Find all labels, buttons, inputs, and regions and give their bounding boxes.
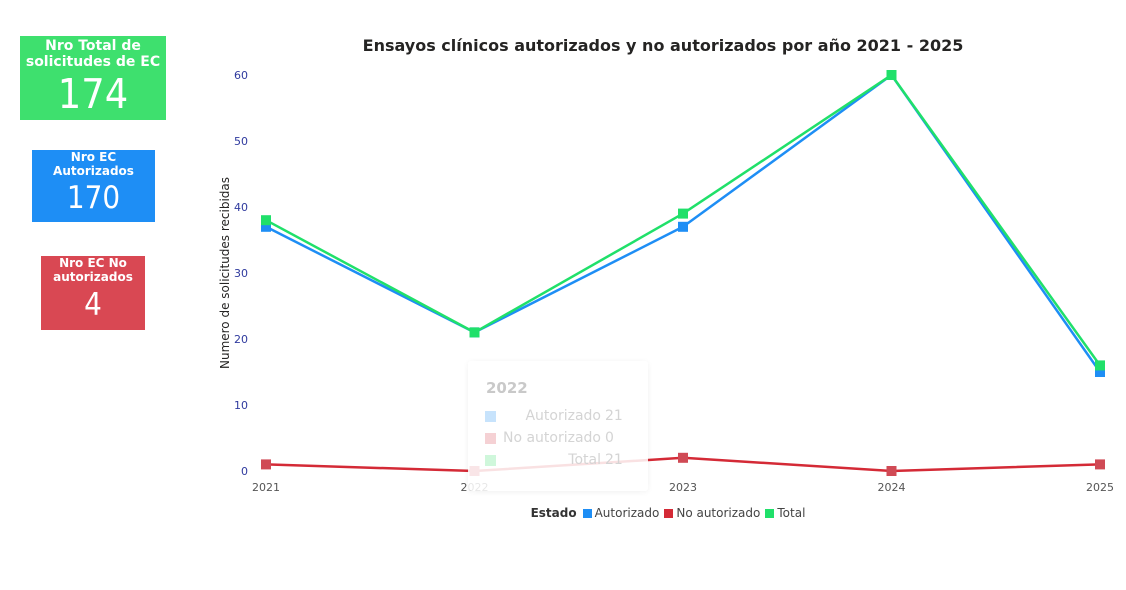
- y-tick-label: 0: [241, 465, 248, 478]
- tooltip-swatch: [485, 411, 496, 422]
- data-point-autorizado: [1095, 367, 1105, 377]
- legend-title: Estado: [530, 506, 577, 520]
- y-tick-label: 30: [234, 267, 248, 280]
- kpi-authorized-value: 170: [66, 179, 121, 216]
- kpi-card-total: Nro Total de solicitudes de EC 174: [20, 36, 166, 120]
- y-tick-label: 40: [234, 201, 248, 214]
- data-point-autorizado: [678, 221, 688, 232]
- data-point-no-autorizado: [261, 459, 271, 470]
- legend-swatch: [582, 508, 592, 518]
- tooltip-title: 2022: [486, 379, 528, 397]
- tooltip-row-value: 21: [605, 408, 623, 424]
- legend-swatch: [664, 508, 674, 518]
- tooltip-swatch: [485, 455, 496, 466]
- x-tick-label: 2021: [252, 481, 280, 494]
- data-point-total: [678, 208, 688, 219]
- data-point-autorizado: [261, 221, 271, 232]
- legend-item-no-autorizado[interactable]: No autorizado: [664, 506, 760, 520]
- x-tick-label: 2024: [878, 481, 906, 494]
- y-tick-label: 20: [234, 333, 248, 346]
- kpi-not-authorized-value: 4: [84, 286, 102, 323]
- legend-label: Autorizado: [594, 506, 660, 520]
- kpi-total-label: Nro Total de solicitudes de EC: [25, 38, 161, 71]
- data-point-total: [1095, 360, 1105, 371]
- y-tick-label: 50: [234, 135, 248, 148]
- tooltip-swatch: [485, 433, 496, 444]
- x-tick-label: 2025: [1086, 481, 1114, 494]
- kpi-card-authorized: Nro EC Autorizados 170: [32, 150, 155, 222]
- tooltip-row-name: Total: [568, 452, 601, 468]
- data-point-no-autorizado: [1095, 459, 1105, 470]
- kpi-authorized-label: Nro EC Autorizados: [53, 150, 134, 178]
- kpi-total-value: 174: [57, 70, 129, 119]
- kpi-not-authorized-label: Nro EC No autorizados: [53, 256, 133, 284]
- legend-item-total[interactable]: Total: [765, 506, 805, 520]
- tooltip-row-value: 21: [605, 452, 623, 468]
- y-tick-label: 60: [234, 69, 248, 82]
- legend-item-autorizado[interactable]: Autorizado: [582, 506, 660, 520]
- y-axis-label: Numero de solicitudes recibidas: [218, 177, 232, 369]
- tooltip-row-name: Autorizado: [525, 408, 601, 424]
- tooltip-row: Total 21: [485, 452, 635, 470]
- tooltip-row: Autorizado 21: [485, 408, 635, 426]
- tooltip-row: No autorizado 0: [485, 430, 635, 448]
- tooltip-row-name: No autorizado: [502, 430, 601, 446]
- chart-tooltip: 2022 Autorizado 21 No autorizado 0 Total…: [468, 361, 648, 491]
- tooltip-row-value: 0: [605, 430, 614, 446]
- legend-label: Total: [777, 506, 806, 520]
- chart-title: Ensayos clínicos autorizados y no autori…: [362, 36, 964, 55]
- x-tick-label: 2023: [669, 481, 697, 494]
- series-line-total: [265, 73, 1102, 367]
- data-point-no-autorizado: [886, 466, 897, 476]
- data-point-total: [469, 327, 480, 338]
- data-point-total: [886, 70, 897, 80]
- chart-legend: Estado Autorizado No autorizado Total: [0, 506, 1126, 520]
- y-tick-label: 10: [234, 399, 248, 412]
- legend-label: No autorizado: [676, 506, 761, 520]
- kpi-card-not-authorized: Nro EC No autorizados 4: [41, 256, 145, 330]
- data-point-total: [261, 215, 271, 226]
- data-point-no-autorizado: [678, 452, 688, 463]
- legend-swatch: [765, 508, 775, 518]
